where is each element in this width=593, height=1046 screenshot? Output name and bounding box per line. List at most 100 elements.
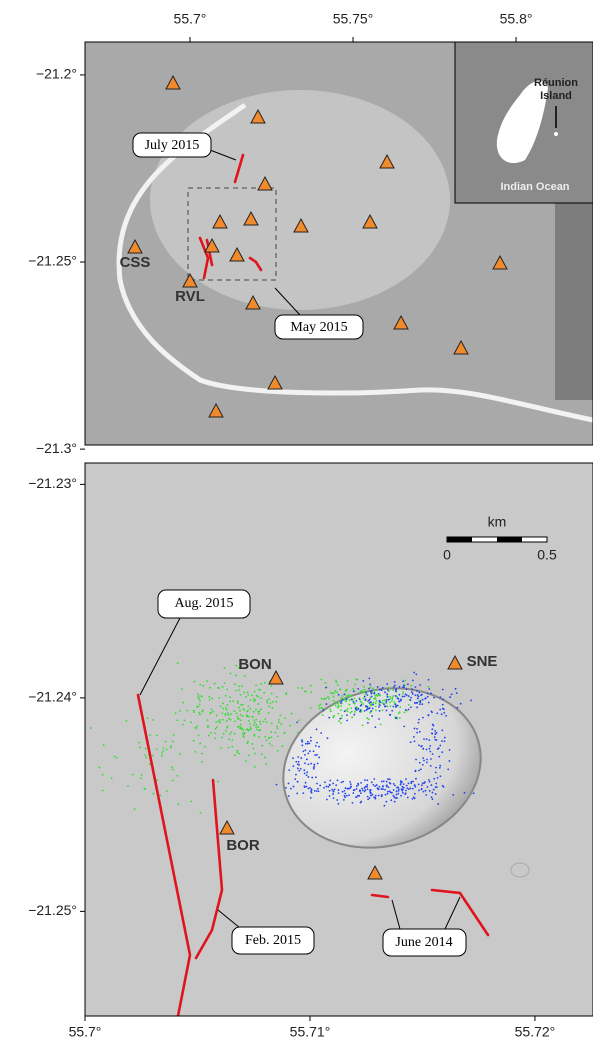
seismic-event (359, 801, 362, 804)
seismic-event (206, 680, 208, 683)
seismic-event (403, 686, 406, 689)
seismic-event (445, 714, 448, 717)
seismic-event (255, 728, 258, 731)
seismic-event (448, 760, 451, 762)
seismic-event (292, 785, 295, 788)
seismic-event (389, 701, 391, 704)
seismic-event (143, 788, 146, 790)
station-label: RVL (175, 288, 205, 305)
seismic-event (253, 734, 256, 737)
seismic-event (176, 719, 179, 722)
seismic-event (316, 741, 318, 744)
station (243, 210, 259, 226)
seismic-event (418, 761, 421, 764)
seismic-event (352, 699, 355, 702)
seismic-event (310, 691, 313, 694)
seismic-event (308, 750, 311, 753)
seismic-event (243, 733, 246, 736)
seismic-event (174, 712, 177, 715)
seismic-event (425, 738, 428, 741)
seismic-event (410, 780, 413, 783)
seismic-event (424, 697, 427, 700)
seismic-event (267, 711, 270, 714)
seismic-event (340, 781, 343, 784)
seismic-event (249, 722, 251, 725)
seismic-event (302, 792, 305, 795)
seismic-event (169, 746, 172, 749)
seismic-event (307, 776, 310, 778)
seismic-event (271, 706, 274, 709)
seismic-event (297, 731, 299, 734)
seismic-event (345, 794, 348, 797)
seismic-event (401, 791, 404, 794)
seismic-event (424, 781, 426, 783)
seismic-event (370, 701, 372, 703)
seismic-event (399, 783, 402, 786)
seismic-event (251, 743, 254, 745)
seismic-event (374, 794, 377, 797)
seismic-event (334, 704, 337, 707)
callout: July 2015 (145, 138, 200, 153)
seismic-event (224, 714, 227, 716)
seismic-event (201, 752, 203, 755)
seismic-event (362, 680, 365, 682)
seismic-event (310, 762, 313, 765)
seismic-event (324, 686, 327, 689)
lon-tick-label: 55.72° (515, 1024, 556, 1040)
seismic-event (220, 746, 223, 749)
seismic-event (332, 699, 335, 702)
seismic-event (320, 678, 323, 681)
seismic-event (285, 786, 287, 789)
seismic-event (222, 707, 225, 710)
seismic-event (186, 709, 189, 712)
seismic-event (294, 778, 297, 781)
seismic-event (427, 779, 430, 781)
seismic-event (382, 699, 384, 702)
seismic-event (357, 707, 360, 710)
seismic-event (357, 688, 360, 690)
seismic-event (235, 712, 238, 715)
seismic-event (369, 791, 372, 794)
seismic-event (251, 715, 254, 718)
seismic-event (366, 694, 369, 696)
seismic-event (314, 754, 317, 756)
seismic-event (196, 725, 198, 728)
seismic-event (289, 787, 292, 790)
seismic-event (401, 695, 404, 698)
seismic-event (171, 768, 174, 771)
lat-tick-label: −21.25° (28, 902, 77, 918)
seismic-event (395, 688, 398, 690)
seismic-event (322, 698, 325, 701)
seismic-event (351, 801, 354, 804)
seismic-event (235, 674, 238, 677)
seismic-event (364, 789, 367, 791)
seismic-event (144, 754, 147, 757)
seismic-event (366, 795, 369, 798)
seismic-event (349, 711, 352, 714)
seismic-event (418, 789, 420, 792)
seismic-event (406, 796, 409, 799)
seismic-event (255, 694, 258, 697)
seismic-event (275, 700, 278, 703)
seismic-event (319, 703, 322, 706)
seismic-event (225, 708, 228, 711)
seismic-event (242, 735, 245, 737)
seismic-event (214, 728, 217, 730)
seismic-event (410, 696, 412, 699)
seismic-event (452, 794, 455, 796)
seismic-event (343, 693, 346, 696)
callout-box (274, 314, 364, 340)
seismic-event (296, 792, 299, 795)
seismic-event (415, 758, 417, 761)
seismic-event (325, 703, 328, 705)
seismic-event (388, 686, 390, 689)
seismic-event (202, 684, 205, 687)
callout: June 2014 (395, 935, 452, 950)
seismic-event (436, 712, 439, 715)
scale-bar-segment (497, 537, 522, 542)
seismic-event (316, 782, 318, 785)
seismic-event (306, 742, 309, 745)
seismic-event (370, 710, 372, 713)
seismic-event (201, 695, 203, 698)
seismic-event (180, 688, 183, 690)
